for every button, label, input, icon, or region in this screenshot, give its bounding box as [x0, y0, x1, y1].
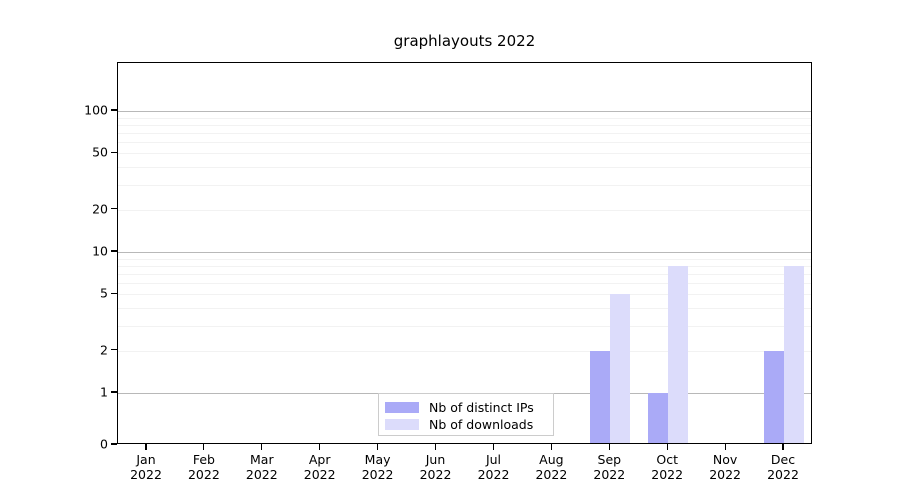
x-tick-label: Jul 2022: [477, 452, 510, 482]
gridline: [118, 258, 811, 260]
gridline: [118, 132, 811, 134]
x-tick-mark: [203, 444, 205, 450]
legend-item[interactable]: Nb of distinct IPs: [385, 399, 547, 415]
bar: [764, 350, 784, 443]
x-tick-label: Mar 2022: [245, 452, 278, 482]
y-tick-mark: [111, 391, 117, 393]
gridline: [118, 265, 811, 267]
x-tick-mark: [145, 444, 147, 450]
legend-label-downloads: Nb of downloads: [429, 416, 534, 432]
x-tick-mark: [434, 444, 437, 450]
x-tick-mark: [782, 444, 784, 450]
x-tick-mark: [492, 444, 495, 450]
x-tick-mark: [724, 444, 726, 450]
bar: [784, 265, 804, 443]
gridline: [118, 184, 811, 186]
gridline: [118, 117, 811, 119]
y-tick-label: 0: [100, 436, 108, 452]
gridline: [118, 124, 811, 126]
y-tick-label: 2: [100, 342, 108, 358]
x-tick-mark: [666, 444, 668, 450]
bar: [648, 393, 669, 443]
gridline: [118, 294, 811, 296]
x-tick-label: Nov 2022: [709, 452, 741, 482]
x-tick-label: Feb 2022: [187, 452, 220, 482]
gridline: [118, 167, 811, 169]
chart-title: graphlayouts 2022: [393, 32, 536, 50]
y-tick-label: 20: [92, 201, 108, 217]
gridline: [118, 283, 811, 285]
x-tick-label: Apr 2022: [303, 452, 336, 482]
x-tick-mark: [377, 444, 379, 450]
y-tick-mark: [111, 250, 117, 252]
x-tick-mark: [261, 444, 263, 450]
x-tick-label: Jun 2022: [419, 452, 452, 482]
gridline: [118, 142, 811, 144]
legend-label-distinct-ips: Nb of distinct IPs: [429, 399, 534, 415]
gridline: [118, 111, 811, 112]
plot-area: [117, 62, 812, 444]
y-tick-label: 50: [92, 144, 108, 160]
y-tick-mark: [111, 208, 117, 210]
gridline: [118, 153, 811, 155]
x-tick-label: Jan 2022: [130, 452, 162, 482]
y-tick-mark: [111, 349, 117, 351]
bar: [610, 294, 631, 443]
x-tick-label: May 2022: [361, 452, 394, 482]
chart-legend: Nb of distinct IPs Nb of downloads: [378, 393, 554, 436]
legend-swatch-distinct-ips: [385, 401, 419, 413]
x-tick-label: Oct 2022: [651, 452, 684, 482]
gridline: [118, 252, 811, 253]
y-tick-label: 5: [100, 285, 108, 301]
legend-swatch-downloads: [385, 418, 419, 430]
x-tick-mark: [319, 444, 321, 450]
x-tick-label: Dec 2022: [767, 452, 799, 482]
y-axis: 0 1 2 5 10 20 50 100: [60, 0, 108, 500]
x-tick-label: Aug 2022: [535, 452, 568, 482]
gridline: [118, 209, 811, 211]
gridline: [118, 325, 811, 327]
x-tick-mark: [608, 444, 610, 450]
legend-item[interactable]: Nb of downloads: [385, 416, 547, 432]
y-tick-label: 10: [92, 243, 108, 259]
bar: [590, 350, 611, 443]
bar: [668, 265, 689, 443]
y-tick-mark: [111, 109, 117, 111]
y-tick-mark: [111, 292, 117, 294]
y-tick-label: 100: [84, 102, 108, 118]
x-tick-mark: [550, 444, 552, 450]
gridline: [118, 273, 811, 275]
x-tick-label: Sep 2022: [593, 452, 626, 482]
y-tick-label: 1: [100, 384, 108, 400]
gridline: [118, 350, 811, 352]
gridline: [118, 308, 811, 310]
y-tick-mark: [111, 443, 117, 445]
y-tick-mark: [111, 151, 117, 153]
